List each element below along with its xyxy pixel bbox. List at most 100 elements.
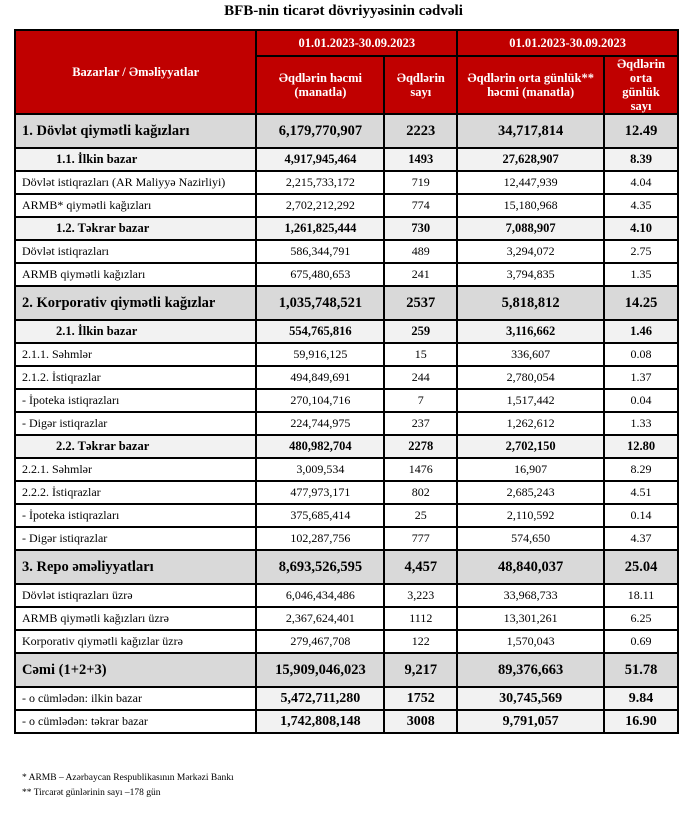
table-body: 1. Dövlət qiymətli kağızları 6,179,770,90…	[13, 113, 679, 734]
row-value: 4.10	[603, 216, 679, 241]
row-label: - Digər istiqrazlar	[13, 411, 258, 436]
row-value: 4,917,945,464	[255, 147, 386, 172]
row-value: 489	[383, 239, 459, 264]
row-label: - İpoteka istiqrazları	[13, 503, 258, 528]
row-value: 4.51	[603, 480, 679, 505]
row-value: 15,909,046,023	[255, 652, 386, 688]
row-label: ARMB* qiymətli kağızları	[13, 193, 258, 218]
row-label: - o cümlədən: təkrar bazar	[13, 709, 258, 734]
table-row: 2. Korporativ qiymətli kağızlar 1,035,748…	[13, 285, 679, 321]
row-label: 1.2. Təkrar bazar	[13, 216, 258, 241]
row-value: 12.49	[603, 113, 679, 149]
row-value: 2,215,733,172	[255, 170, 386, 195]
row-value: 480,982,704	[255, 434, 386, 459]
row-label: Dövlət istiqrazları üzrə	[13, 583, 258, 608]
header-volume: Əqdlərin həcmi (manatla)	[255, 55, 386, 115]
row-label: ARMB qiymətli kağızları	[13, 262, 258, 287]
table-row: 3. Repo əməliyyatları 8,693,526,595 4,457 4…	[13, 549, 679, 585]
row-value: 675,480,653	[255, 262, 386, 287]
row-value: 4.37	[603, 526, 679, 551]
row-value: 336,607	[456, 342, 606, 367]
row-value: 16.90	[603, 709, 679, 734]
row-value: 2,702,150	[456, 434, 606, 459]
row-value: 494,849,691	[255, 365, 386, 390]
row-value: 730	[383, 216, 459, 241]
row-value: 48,840,037	[456, 549, 606, 585]
row-value: 774	[383, 193, 459, 218]
row-value: 0.69	[603, 629, 679, 654]
table-row: 2.1.1. Səhmlər 59,916,125 15 336,607 0.08	[13, 342, 679, 367]
row-label: 2.1.1. Səhmlər	[13, 342, 258, 367]
row-label: 2. Korporativ qiymətli kağızlar	[13, 285, 258, 321]
row-value: 375,685,414	[255, 503, 386, 528]
page-title: BFB-nin ticarət dövriyyəsinin cədvəli	[224, 3, 463, 19]
row-value: 1,262,612	[456, 411, 606, 436]
row-label: 1. Dövlət qiymətli kağızları	[13, 113, 258, 149]
row-value: 59,916,125	[255, 342, 386, 367]
header-avg-volume: Əqdlərin orta günlük** həcmi (manatla)	[456, 55, 606, 115]
row-value: 102,287,756	[255, 526, 386, 551]
row-value: 3,009,534	[255, 457, 386, 482]
row-value: 122	[383, 629, 459, 654]
row-label: 2.1. İlkin bazar	[13, 319, 258, 344]
row-value: 2537	[383, 285, 459, 321]
row-value: 586,344,791	[255, 239, 386, 264]
footnote-armb: * ARMB – Azərbaycan Respublikasının Mərk…	[22, 773, 234, 783]
table-row: 2.1.2. İstiqrazlar 494,849,691 244 2,780,05…	[13, 365, 679, 390]
row-value: 4.35	[603, 193, 679, 218]
table-row: 2.1. İlkin bazar 554,765,816 259 3,116,662 1…	[13, 319, 679, 344]
row-value: 89,376,663	[456, 652, 606, 688]
table-row: - o cümlədən: ilkin bazar 5,472,711,280 17…	[13, 686, 679, 711]
row-value: 1,035,748,521	[255, 285, 386, 321]
row-value: 1752	[383, 686, 459, 711]
row-label: 2.1.2. İstiqrazlar	[13, 365, 258, 390]
table-row: Dövlət istiqrazları (AR Maliyyə Nazirliy…	[13, 170, 679, 195]
row-label: 1.1. İlkin bazar	[13, 147, 258, 172]
table-row: ARMB qiymətli kağızları 675,480,653 241 3,7…	[13, 262, 679, 287]
row-value: 8,693,526,595	[255, 549, 386, 585]
row-value: 2,702,212,292	[255, 193, 386, 218]
row-value: 51.78	[603, 652, 679, 688]
table-row: ARMB* qiymətli kağızları 2,702,212,292 774…	[13, 193, 679, 218]
table-row: Korporativ qiymətli kağızlar üzrə 279,467…	[13, 629, 679, 654]
row-value: 9.84	[603, 686, 679, 711]
row-value: 6,046,434,486	[255, 583, 386, 608]
row-value: 3008	[383, 709, 459, 734]
row-value: 7	[383, 388, 459, 413]
row-value: 1493	[383, 147, 459, 172]
row-value: 802	[383, 480, 459, 505]
header-avg-count: Əqdlərin orta günlük sayı	[603, 55, 679, 115]
header-period-1: 01.01.2023-30.09.2023	[255, 29, 459, 57]
row-value: 0.08	[603, 342, 679, 367]
row-value: 13,301,261	[456, 606, 606, 631]
row-value: 6.25	[603, 606, 679, 631]
trade-turnover-table: Bazarlar / Əməliyyatlar 01.01.2023-30.09…	[13, 29, 679, 734]
row-value: 3,294,072	[456, 239, 606, 264]
row-label: - o cümlədən: ilkin bazar	[13, 686, 258, 711]
row-value: 3,223	[383, 583, 459, 608]
row-label: 2.2.1. Səhmlər	[13, 457, 258, 482]
row-value: 27,628,907	[456, 147, 606, 172]
row-value: 2,110,592	[456, 503, 606, 528]
row-value: 1.35	[603, 262, 679, 287]
row-value: 5,472,711,280	[255, 686, 386, 711]
table-row: - İpoteka istiqrazları 270,104,716 7 1,517,…	[13, 388, 679, 413]
row-value: 1.37	[603, 365, 679, 390]
row-value: 279,467,708	[255, 629, 386, 654]
row-label: Dövlət istiqrazları	[13, 239, 258, 264]
row-value: 33,968,733	[456, 583, 606, 608]
table-row: Cəmi (1+2+3) 15,909,046,023 9,217 89,376,66…	[13, 652, 679, 688]
row-value: 15,180,968	[456, 193, 606, 218]
table-row: - o cümlədən: təkrar bazar 1,742,808,148 3…	[13, 709, 679, 734]
row-value: 259	[383, 319, 459, 344]
row-value: 1,570,043	[456, 629, 606, 654]
row-value: 15	[383, 342, 459, 367]
row-value: 2278	[383, 434, 459, 459]
row-value: 30,745,569	[456, 686, 606, 711]
table-row: 2.2.1. Səhmlər 3,009,534 1476 16,907 8.29	[13, 457, 679, 482]
footnote-trading-days: ** Tircarət günlərinin sayı –178 gün	[22, 788, 161, 798]
table-row: 2.2. Təkrar bazar 480,982,704 2278 2,702,15…	[13, 434, 679, 459]
row-value: 1,261,825,444	[255, 216, 386, 241]
row-label: Dövlət istiqrazları (AR Maliyyə Nazirliy…	[13, 170, 258, 195]
row-label: Korporativ qiymətli kağızlar üzrə	[13, 629, 258, 654]
